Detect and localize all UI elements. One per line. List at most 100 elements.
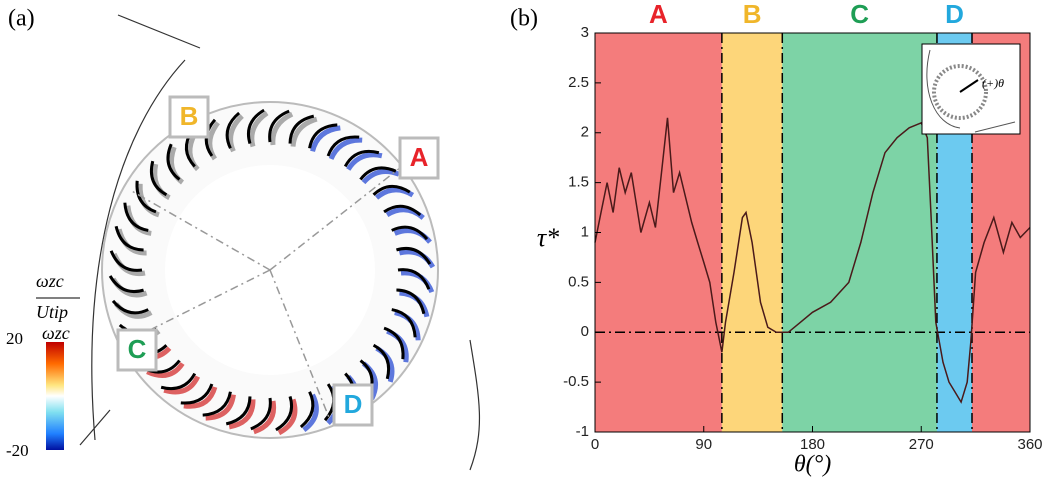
blade-wake (310, 125, 341, 152)
region-label: A (410, 142, 429, 172)
inset-arrow (959, 79, 979, 93)
blade-wake (346, 152, 383, 171)
panel-label: (b) (510, 6, 538, 32)
panel-label: (a) (8, 6, 35, 32)
blade (343, 149, 380, 168)
blade (111, 299, 149, 315)
region-label: D (344, 389, 363, 419)
inset-label: (+)θ (982, 76, 1004, 90)
blade (396, 288, 426, 315)
region-box (116, 328, 158, 372)
blade-wake (277, 398, 298, 436)
blade-wake (249, 111, 269, 148)
blade-wake (374, 187, 415, 200)
blade (359, 166, 397, 181)
blade-wake (361, 168, 400, 185)
region-label: C (850, 0, 869, 29)
blade-wake (163, 375, 201, 395)
blade-wake (228, 114, 244, 153)
blade-wake (393, 228, 432, 244)
region-box (332, 383, 374, 427)
blade (225, 396, 252, 426)
blade (109, 250, 143, 272)
blade-wake (168, 146, 185, 185)
blade-wake (228, 399, 256, 430)
blade-wake (205, 394, 236, 421)
x-tick-label: 180 (800, 436, 825, 453)
blade (149, 160, 168, 197)
region-label: C (128, 334, 147, 364)
colorbar-tick: 20 (6, 329, 23, 348)
blade-wake (290, 116, 318, 147)
y-tick-label: -0.5 (563, 373, 589, 390)
blade (391, 225, 429, 241)
blade (250, 397, 272, 431)
y-tick-label: 1 (581, 223, 589, 240)
y-tick-label: 0 (581, 323, 589, 340)
y-tick-label: -1 (576, 423, 589, 440)
x-tick-label: 360 (1017, 436, 1042, 453)
blade (114, 225, 144, 252)
blade (372, 343, 391, 380)
blade (308, 123, 338, 149)
blade (202, 391, 232, 417)
region-band (595, 33, 722, 432)
blade (135, 180, 157, 214)
blade (180, 383, 214, 405)
blade (299, 391, 315, 429)
inset-rotor (932, 64, 988, 120)
region-label: B (743, 0, 762, 29)
blade-wake (207, 121, 220, 161)
blade (395, 246, 432, 265)
x-tick-label: 0 (591, 436, 599, 453)
region-box (168, 95, 210, 139)
blade (160, 372, 197, 391)
blade (166, 143, 181, 181)
colorbar (46, 342, 64, 450)
blade (372, 184, 411, 196)
y-tick-label: 1.5 (568, 174, 589, 191)
blade (326, 135, 360, 157)
blade (383, 326, 405, 360)
blade (246, 108, 265, 145)
blade-wake (385, 207, 425, 220)
region-band (782, 33, 937, 432)
region-label: B (180, 101, 199, 131)
blade (275, 395, 294, 432)
panel-a: (a) ωzc ωzc Utip 20 -20 A B C D (6, 6, 481, 471)
region-box (398, 136, 440, 180)
x-tick-label: 90 (695, 436, 712, 453)
blade-wake (183, 386, 218, 409)
colorbar-label: ωzc (42, 323, 70, 343)
y-tick-label: 2.5 (568, 74, 589, 91)
casing-outline (79, 14, 481, 471)
blade (288, 114, 315, 144)
colorbar-label: ωzc (36, 271, 64, 291)
panel-b: (b) A B C D 0 90 180 270 360 -1 -0.5 0 0.5 1 1.5 2 2.5 3 θ… (510, 0, 1043, 478)
y-axis-label: τ* (537, 223, 559, 252)
colorbar-label: Utip (36, 302, 68, 322)
x-axis-label: θ(°) (794, 452, 831, 478)
blade (225, 111, 241, 149)
region-band (721, 33, 783, 432)
y-tick-label: 2 (581, 124, 589, 141)
colorbar-tick: -20 (6, 441, 29, 460)
blade (108, 275, 145, 294)
x-tick-label: 270 (909, 436, 934, 453)
y-tick-label: 0.5 (568, 273, 589, 290)
y-tick-label: 3 (581, 24, 589, 41)
inset-casing (926, 49, 1016, 133)
blade (268, 109, 290, 143)
blade-wake (270, 111, 294, 146)
blade (123, 202, 149, 232)
blade-wake (302, 393, 319, 433)
region-label: A (649, 0, 668, 29)
blade (383, 204, 422, 217)
blade (397, 268, 431, 290)
blade-wake (252, 400, 277, 435)
region-label: D (945, 0, 964, 29)
blade-wake (328, 137, 363, 161)
blade-wake (146, 362, 185, 378)
blade (391, 308, 417, 338)
